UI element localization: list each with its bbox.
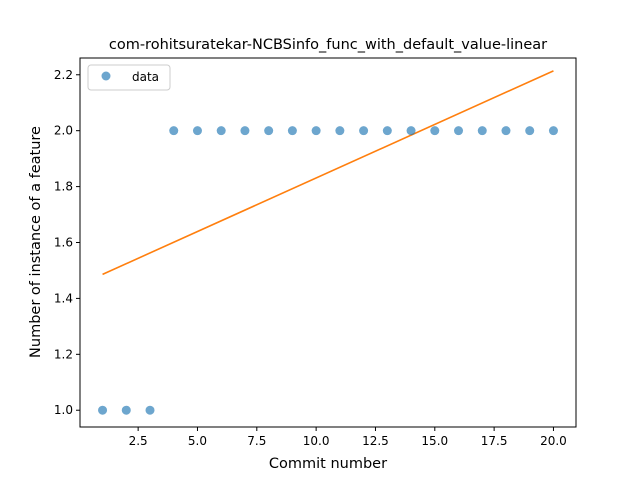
data-point: [525, 126, 535, 136]
y-tick-label: 2.0: [54, 124, 73, 138]
data-point: [382, 126, 392, 136]
data-point: [240, 126, 250, 136]
fit-line: [102, 70, 554, 276]
legend-label-data: data: [132, 70, 159, 84]
x-tick-label: 10.0: [303, 434, 330, 448]
data-point: [264, 126, 274, 136]
y-tick-label: 1.2: [54, 347, 73, 361]
data-point: [121, 405, 131, 415]
chart-title: com-rohitsuratekar-NCBSinfo_func_with_de…: [109, 37, 547, 53]
axes-frame: [79, 57, 577, 428]
x-tick-label: 15.0: [421, 434, 448, 448]
data-point: [169, 126, 179, 136]
x-tick-label: 5.0: [188, 434, 207, 448]
x-tick-label: 7.5: [247, 434, 266, 448]
y-tick-label: 1.4: [54, 291, 73, 305]
data-point: [287, 126, 297, 136]
data-point: [216, 126, 226, 136]
y-tick-label: 1.6: [54, 236, 73, 250]
x-tick-label: 12.5: [362, 434, 389, 448]
data-point: [335, 126, 345, 136]
data-point: [311, 126, 321, 136]
data-point: [406, 126, 416, 136]
data-point: [501, 126, 511, 136]
legend-marker-data: [101, 71, 111, 81]
x-tick-label: 20.0: [540, 434, 567, 448]
data-point: [192, 126, 202, 136]
data-point: [359, 126, 369, 136]
plot-area: [98, 70, 558, 415]
y-axis-label: Number of instance of a feature: [28, 126, 44, 358]
legend-box: [87, 64, 171, 91]
y-tick-label: 1.0: [54, 403, 73, 417]
y-tick-label: 2.2: [54, 68, 73, 82]
y-tick-label: 1.8: [54, 180, 73, 194]
legend: data: [87, 64, 171, 91]
data-point: [548, 126, 558, 136]
axis-ticks: 2.5 5.0 7.5 10.0 12.5 15.0 17.5 20.0 1.0 1.2 1.4 1.…: [54, 68, 567, 448]
x-tick-label: 2.5: [129, 434, 148, 448]
data-point: [454, 126, 464, 136]
data-point: [98, 405, 108, 415]
data-point: [477, 126, 487, 136]
x-tick-label: 17.5: [481, 434, 508, 448]
data-point: [430, 126, 440, 136]
data-point: [145, 405, 155, 415]
x-axis-label: Commit number: [269, 456, 387, 472]
